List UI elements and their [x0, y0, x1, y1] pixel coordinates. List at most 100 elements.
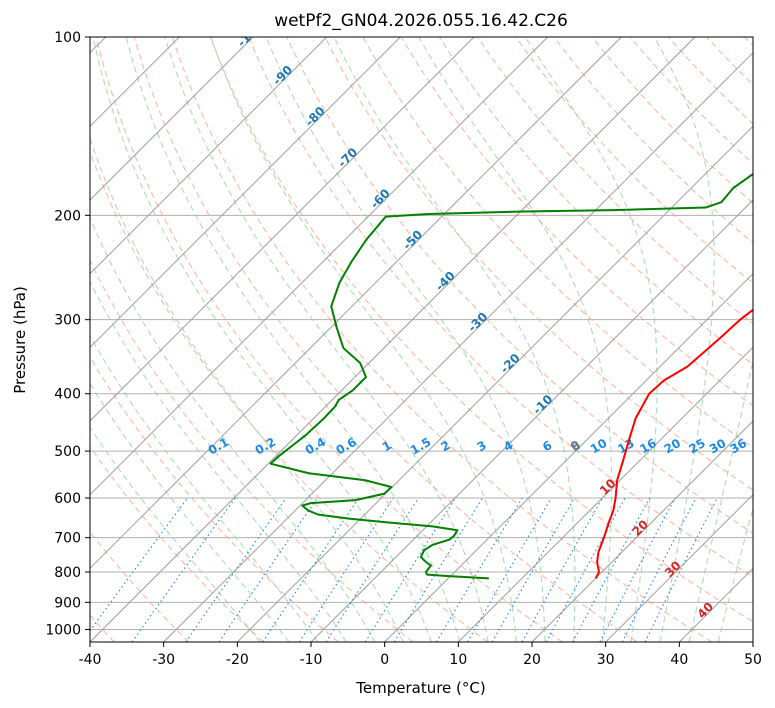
x-tick-label: -20 — [226, 652, 249, 668]
sounding-profiles — [269, 172, 753, 580]
mixing-ratio-line — [393, 497, 483, 642]
chart-title: wetPf2_GN04.2026.055.16.42.C26 — [274, 11, 568, 31]
dry-adiabat — [706, 37, 753, 86]
moist-adiabat — [653, 37, 715, 642]
y-tick-label: 800 — [54, 565, 81, 581]
isotherm-label: -90 — [270, 63, 295, 88]
x-axis: -40 -30 -20 -10 0 10 20 30 40 50 — [79, 642, 762, 668]
dry-adiabat — [438, 37, 753, 366]
isotherm-line — [90, 37, 622, 570]
mixing-ratio-line — [599, 497, 676, 642]
y-tick-label: 600 — [54, 491, 81, 507]
isotherm-line — [90, 37, 254, 201]
y-axis-title: Pressure (hPa) — [11, 286, 29, 394]
moist-adiabat — [90, 216, 376, 642]
mixing-ratio-line — [325, 497, 419, 642]
moist-adiabat — [90, 280, 347, 642]
moist-adiabat — [210, 37, 518, 642]
isotherm-line — [236, 125, 753, 642]
x-tick-label: -40 — [79, 652, 102, 668]
moist-adiabat — [164, 37, 489, 642]
mixing-ratio-line — [467, 497, 552, 642]
dry-adiabat — [477, 37, 753, 325]
mixing-ratio-line — [521, 497, 603, 642]
isotherm-label: -30 — [465, 310, 490, 335]
mixing-ratio-line — [491, 497, 575, 642]
isotherm-line — [457, 346, 753, 642]
isotherm-label: -80 — [303, 104, 328, 129]
moist-adiabat — [90, 334, 319, 642]
mixing-ratio-line — [262, 497, 360, 642]
dry-adiabat — [209, 37, 753, 623]
isotherm-line — [90, 37, 549, 496]
mixing-ratio-label: 1 — [380, 438, 394, 454]
moist-adiabat — [90, 426, 261, 642]
moist-adiabat — [90, 136, 404, 642]
isotherm-line — [90, 37, 401, 349]
moist-adiabat — [90, 382, 290, 642]
isotherm-line — [605, 493, 753, 642]
y-axis: 100 200 300 400 500 600 700 800 900 1000 — [45, 30, 90, 638]
moist-adiabat — [333, 37, 576, 642]
x-tick-label: 30 — [597, 652, 615, 668]
dry-adiabat — [90, 259, 414, 642]
y-tick-label: 400 — [54, 387, 81, 403]
y-tick-label: 700 — [54, 531, 81, 547]
isotherm-line — [678, 567, 753, 642]
plot-frame — [89, 36, 754, 643]
isotherm-line — [384, 272, 753, 642]
dry-adiabat — [667, 37, 753, 125]
dry-adiabat — [90, 445, 264, 642]
mixing-ratio-line — [218, 497, 318, 642]
y-tick-label: 500 — [54, 444, 81, 460]
isotherm-line — [90, 37, 475, 422]
dry-adiabat — [744, 37, 753, 47]
isotherm-line — [310, 199, 753, 642]
x-tick-label: 10 — [449, 652, 467, 668]
pressure-gridlines — [90, 37, 753, 630]
moist-adiabat — [418, 37, 613, 642]
isotherm-line — [531, 420, 753, 642]
mixing-ratio-label: 1.5 — [408, 435, 433, 458]
dry-adiabat — [90, 355, 339, 642]
isotherm-label: 30 — [662, 558, 684, 580]
isotherm-line — [752, 641, 753, 642]
mixing-ratio-line — [364, 497, 456, 642]
mixing-ratio-line — [90, 497, 189, 632]
isotherm-label: -20 — [498, 351, 523, 376]
mixing-ratio-label: 2 — [438, 438, 452, 454]
x-tick-label: 0 — [380, 652, 389, 668]
mixing-ratio-label: 3 — [475, 438, 489, 454]
isotherm-label: -100 — [235, 19, 266, 50]
mixing-ratio-line — [572, 497, 651, 642]
mixing-ratio-label: 36 — [728, 436, 749, 456]
x-tick-label: 40 — [670, 652, 688, 668]
dry-adiabat — [515, 37, 753, 284]
x-tick-label: -10 — [300, 652, 323, 668]
y-tick-label: 1000 — [45, 622, 81, 638]
moist-adiabat — [265, 37, 546, 642]
dry-adiabat — [324, 37, 753, 491]
mixing-ratio-line — [131, 497, 236, 642]
mixing-ratio-label: 0.4 — [303, 435, 328, 458]
mixing-ratio-label: 30 — [707, 436, 728, 456]
y-tick-label: 200 — [54, 208, 81, 224]
isotherm-line — [163, 51, 753, 642]
dry-adiabat — [629, 37, 753, 165]
x-tick-label: 20 — [523, 652, 541, 668]
moist-adiabat — [688, 358, 753, 642]
dry-adiabat — [248, 37, 753, 578]
mixing-ratio-label: 0.1 — [206, 435, 231, 458]
x-tick-label: -30 — [152, 652, 175, 668]
moist-adiabat — [92, 37, 432, 642]
isotherm-label: -10 — [530, 392, 555, 417]
mixing-ratio-label: 0.2 — [253, 435, 278, 458]
isotherm-label: -70 — [335, 145, 360, 170]
moist-adiabats — [90, 37, 753, 642]
dry-adiabat — [400, 37, 753, 407]
x-tick-label: 50 — [744, 652, 762, 668]
dry-adiabat — [591, 37, 753, 204]
isotherm-label: -40 — [433, 269, 458, 294]
mixing-ratio-line — [435, 497, 523, 642]
